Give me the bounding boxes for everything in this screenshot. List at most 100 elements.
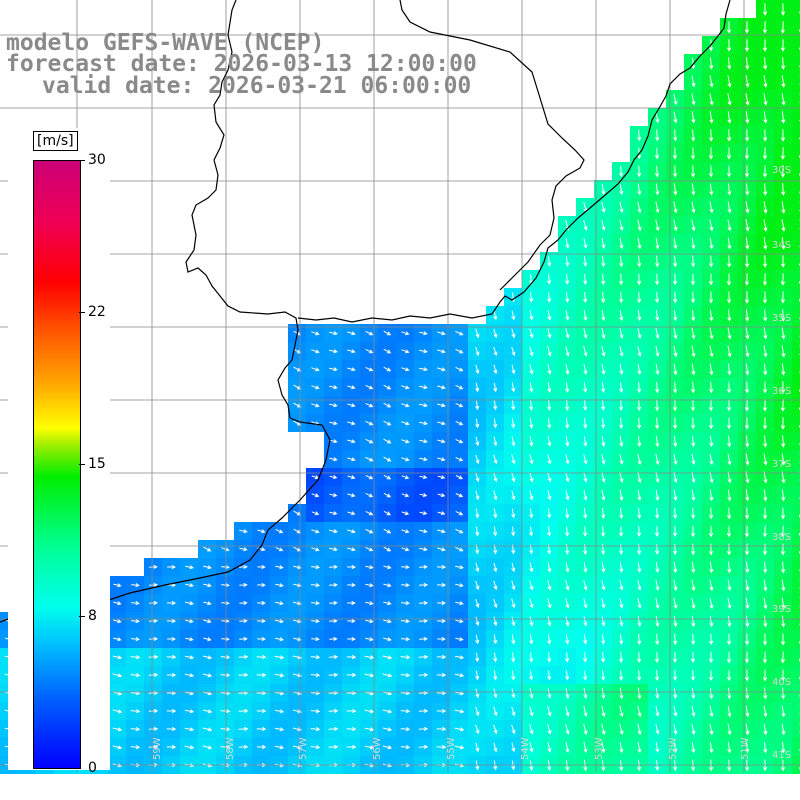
- wind-arrow: [744, 633, 750, 646]
- wind-arrow: [365, 384, 374, 390]
- wind-arrow: [601, 436, 606, 447]
- wind-arrow: [726, 147, 732, 160]
- wind-arrow: [310, 708, 321, 714]
- wind-arrow: [762, 273, 768, 286]
- wind-arrow: [511, 436, 516, 447]
- wind-arrow: [762, 255, 768, 268]
- wind-arrow: [547, 364, 552, 375]
- wind-arrow: [239, 529, 248, 534]
- wind-arrow: [383, 348, 392, 354]
- wind-arrow: [583, 723, 588, 735]
- wind-arrow: [529, 706, 534, 717]
- wind-arrow: [691, 57, 696, 70]
- wind-arrow: [238, 726, 249, 732]
- wind-arrow: [475, 562, 480, 573]
- wind-arrow: [130, 726, 141, 732]
- wind-cell: [792, 702, 800, 720]
- wind-arrow: [709, 705, 714, 718]
- wind-arrow: [529, 634, 534, 645]
- wind-arrow: [547, 562, 552, 573]
- wind-arrow: [365, 366, 374, 372]
- wind-arrow: [763, 183, 768, 196]
- wind-arrow: [727, 687, 732, 700]
- wind-arrow: [493, 436, 498, 447]
- lon-label: 59W: [152, 737, 163, 760]
- wind-arrow: [654, 165, 660, 178]
- wind-arrow: [763, 435, 768, 448]
- wind-arrow: [148, 726, 159, 732]
- wind-arrow: [709, 561, 714, 574]
- wind-arrow: [762, 507, 768, 520]
- wind-arrow: [511, 652, 516, 663]
- wind-arrow: [529, 670, 534, 681]
- wind-arrow: [691, 219, 696, 232]
- wind-arrow: [475, 688, 480, 699]
- wind-arrow: [275, 528, 284, 534]
- wind-arrow: [655, 688, 660, 699]
- wind-arrow: [745, 453, 750, 466]
- wind-arrow: [583, 364, 588, 375]
- wind-arrow: [780, 255, 786, 268]
- wind-arrow: [619, 453, 624, 465]
- wind-cell: [792, 450, 800, 468]
- wind-arrow: [637, 580, 642, 591]
- wind-arrow: [166, 654, 177, 660]
- wind-arrow: [475, 616, 480, 627]
- wind-arrow: [709, 111, 714, 124]
- wind-arrow: [511, 328, 516, 339]
- wind-arrow: [401, 457, 410, 462]
- wind-arrow: [418, 672, 429, 678]
- wind-arrow: [203, 546, 212, 552]
- wind-arrow: [310, 654, 321, 660]
- wind-cell: [792, 720, 800, 738]
- wind-arrow: [529, 562, 534, 573]
- wind-arrow: [493, 400, 498, 411]
- wind-arrow: [383, 510, 392, 516]
- wind-arrow: [727, 615, 732, 628]
- wind-arrow: [745, 597, 750, 610]
- wind-arrow: [637, 291, 642, 304]
- wind-arrow: [565, 580, 570, 591]
- wind-arrow: [437, 511, 446, 516]
- wind-arrow: [547, 256, 552, 267]
- wind-arrow: [619, 723, 624, 736]
- wind-arrow: [780, 147, 786, 160]
- wind-arrow: [726, 417, 732, 430]
- wind-arrow: [601, 580, 606, 591]
- wind-arrow: [672, 147, 678, 160]
- wind-arrow: [583, 687, 588, 700]
- lat-label: 34S: [772, 240, 791, 251]
- wind-arrow: [418, 367, 428, 372]
- wind-arrow: [511, 670, 516, 681]
- wind-arrow: [763, 453, 768, 466]
- wind-arrow: [400, 708, 411, 714]
- wind-arrow: [691, 201, 696, 214]
- wind-arrow: [131, 600, 140, 606]
- wind-cell: [792, 432, 800, 450]
- wind-arrow: [583, 418, 588, 429]
- wind-arrow: [203, 565, 212, 570]
- colorbar-label-22: 22: [88, 304, 106, 320]
- wind-arrow: [708, 543, 714, 556]
- wind-arrow: [401, 547, 410, 552]
- wind-arrow: [130, 709, 141, 714]
- wind-arrow: [601, 705, 606, 718]
- wind-arrow: [565, 238, 570, 249]
- wind-arrow: [763, 579, 768, 592]
- wind-arrow: [437, 403, 446, 408]
- wind-arrow: [780, 633, 786, 646]
- wind-arrow: [365, 601, 374, 606]
- wind-arrow: [221, 636, 230, 642]
- wind-arrow: [365, 420, 374, 426]
- wind-arrow: [475, 490, 480, 501]
- wind-arrow: [601, 634, 606, 645]
- wind-arrow: [673, 255, 678, 268]
- wind-arrow: [401, 439, 410, 444]
- wind-arrow: [673, 93, 678, 106]
- wind-arrow: [708, 147, 714, 160]
- wind-arrow: [745, 705, 750, 718]
- wind-arrow: [475, 382, 480, 393]
- wind-arrow: [637, 741, 642, 754]
- wind-cell: [792, 378, 800, 396]
- wind-cell: [792, 270, 800, 288]
